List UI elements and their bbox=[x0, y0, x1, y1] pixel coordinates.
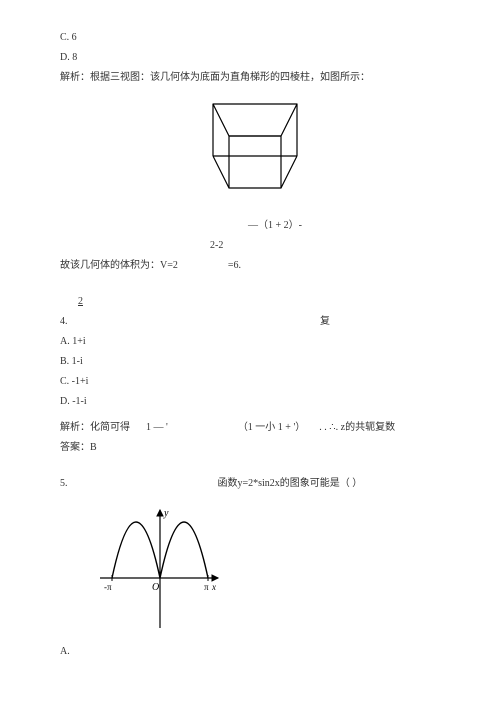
q5-graph: y -π O π x bbox=[90, 498, 230, 638]
q4-opt-d: D. -1-i bbox=[60, 394, 450, 410]
q3-formula-line1: —（1 + 2）- bbox=[100, 218, 450, 234]
q5-tick-pos: π bbox=[204, 582, 209, 592]
q5-xlabel: x bbox=[211, 582, 216, 592]
q5-origin: O bbox=[152, 582, 159, 593]
q3-analysis: 解析：根据三视图：该几何体为底面为直角梯形的四棱柱，如图所示： bbox=[60, 70, 450, 86]
q3-under-frac: 2 bbox=[78, 294, 450, 310]
q3-volume-eq: =6. bbox=[228, 258, 241, 274]
q5-ylabel: y bbox=[163, 508, 169, 519]
q5-opt-a: A. bbox=[60, 644, 450, 660]
option-d: D. 8 bbox=[60, 50, 450, 66]
q5-header: 5. 函数y=2*sin2x的图象可能是（ ） bbox=[60, 476, 450, 492]
q4-opt-b: B. 1-i bbox=[60, 354, 450, 370]
q4-right-label: 复 bbox=[320, 314, 330, 330]
prism-figure bbox=[195, 92, 315, 212]
option-c: C. 6 bbox=[60, 30, 450, 46]
q4-analysis-mid2: （1 一小 1 + '） bbox=[238, 420, 305, 436]
q4-analysis-prefix: 解析：化简可得 bbox=[60, 420, 130, 436]
q4-analysis-end: . . ∴. z的共轭复数 bbox=[319, 420, 395, 436]
q3-volume-line: 故该几何体的体积为：V= 2 =6. bbox=[60, 258, 450, 274]
q3-volume-mid: 2 bbox=[173, 258, 178, 274]
q3-formula-line2: 2-2 bbox=[210, 238, 450, 254]
q4-number: 4. bbox=[60, 314, 68, 330]
q5-tick-neg: -π bbox=[104, 582, 112, 592]
q5-stem: 函数y=2*sin2x的图象可能是（ ） bbox=[218, 476, 363, 492]
q4-opt-c: C. -1+i bbox=[60, 374, 450, 390]
q4-answer: 答案：B bbox=[60, 440, 450, 456]
q5-number: 5. bbox=[60, 476, 68, 492]
q3-volume-prefix: 故该几何体的体积为：V= bbox=[60, 258, 173, 274]
q4-analysis-mid1: 1 — ' bbox=[146, 420, 168, 436]
q4-opt-a: A. 1+i bbox=[60, 334, 450, 350]
q4-analysis: 解析：化简可得 1 — ' （1 一小 1 + '） . . ∴. z的共轭复数 bbox=[60, 420, 450, 436]
q4-header: 4. 复 bbox=[60, 314, 450, 330]
